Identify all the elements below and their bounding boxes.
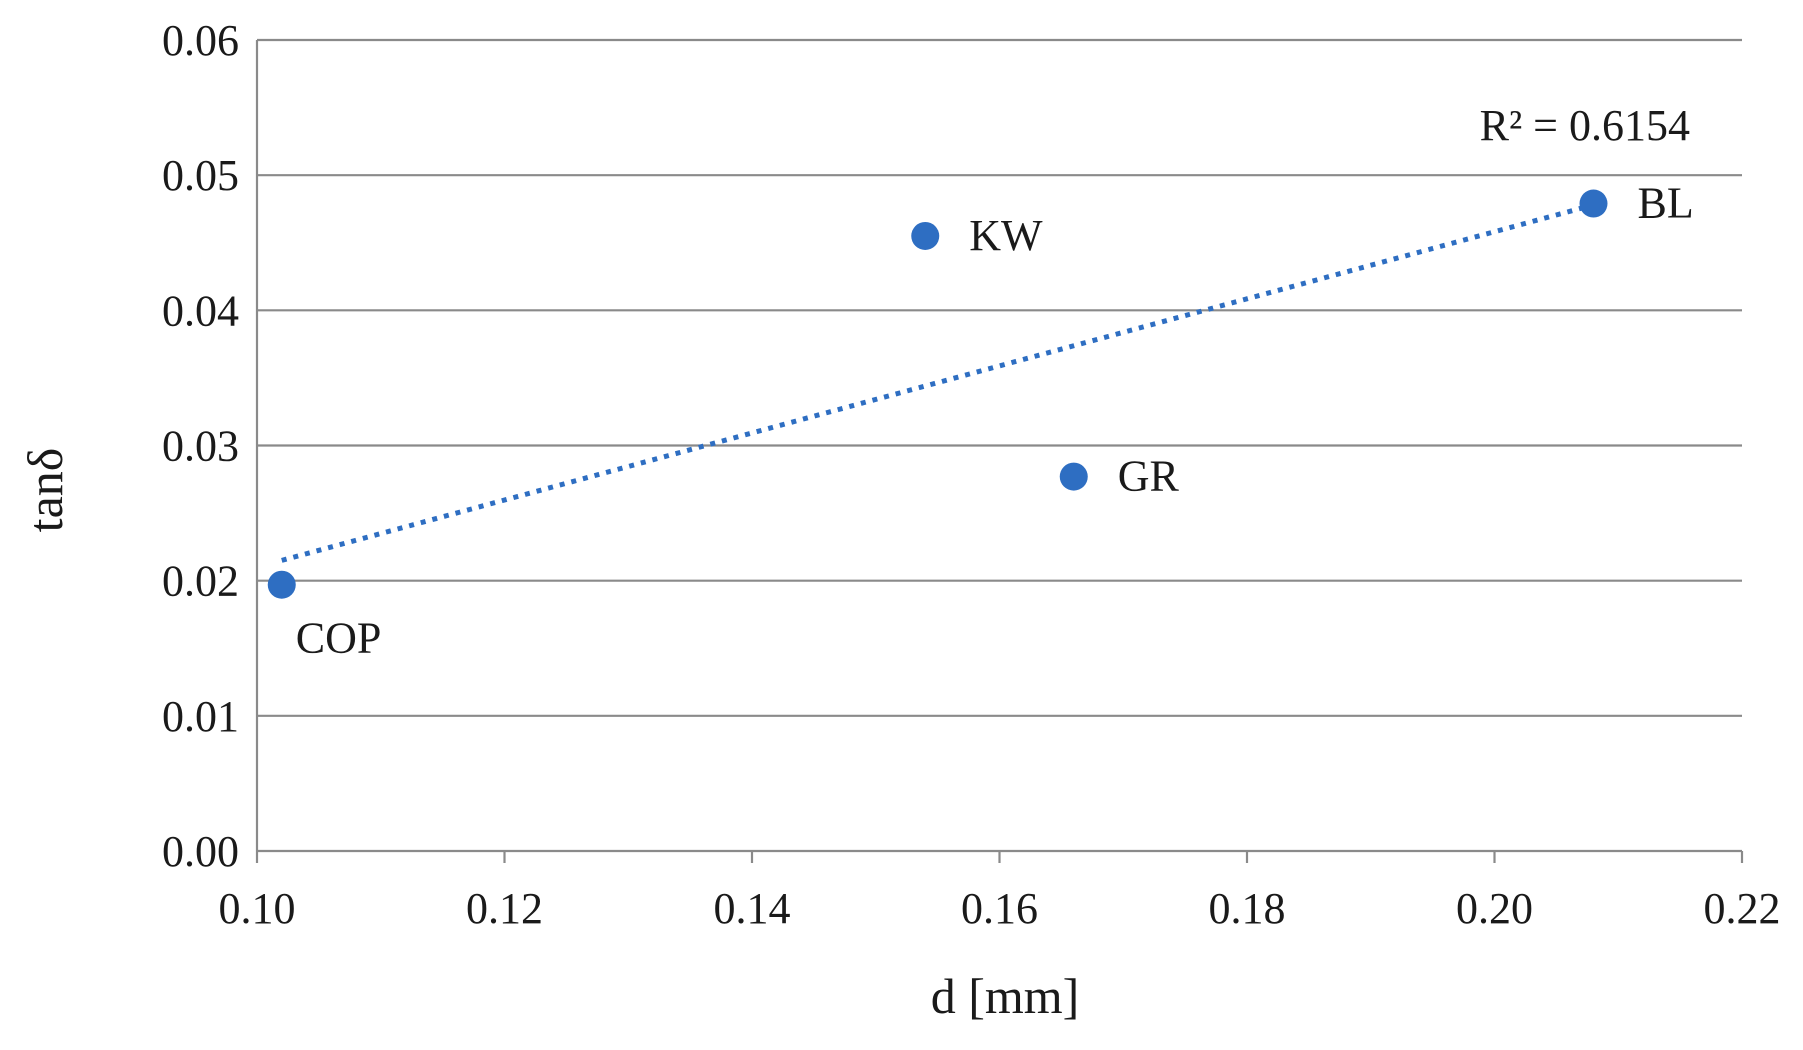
- data-label-gr: GR: [1118, 452, 1180, 501]
- x-tick-label: 0.22: [1704, 884, 1781, 933]
- y-tick-label: 0.06: [162, 16, 239, 65]
- x-axis-title: d [mm]: [931, 968, 1080, 1024]
- x-tick-label: 0.20: [1456, 884, 1533, 933]
- y-tick-label: 0.00: [162, 827, 239, 876]
- x-tick-label: 0.12: [466, 884, 543, 933]
- trendline-layer: [281, 202, 1595, 563]
- point-layer: COP KW GR BL: [267, 179, 1694, 663]
- x-tick-label: 0.10: [219, 884, 296, 933]
- y-axis-title: tanδ: [17, 448, 73, 533]
- data-label-bl: BL: [1638, 179, 1694, 228]
- data-point-cop: [267, 570, 296, 599]
- r-squared-label: R² = 0.6154: [1480, 101, 1690, 150]
- y-tick-label: 0.02: [162, 557, 239, 606]
- data-label-kw: KW: [969, 211, 1043, 260]
- y-tick-label: 0.04: [162, 286, 239, 335]
- data-point-gr: [1059, 462, 1088, 491]
- trendline: [281, 202, 1595, 563]
- grid-layer: [257, 38, 1742, 717]
- data-point-bl: [1579, 189, 1608, 218]
- tick-label-layer: 0.00 0.01 0.02 0.03 0.04 0.05 0.06 0.10 0.12 0.14…: [162, 16, 1781, 933]
- x-tick-label: 0.18: [1209, 884, 1286, 933]
- x-tick-label: 0.14: [714, 884, 791, 933]
- y-tick-label: 0.03: [162, 422, 239, 471]
- axis-layer: [255, 40, 1744, 863]
- x-tick-label: 0.16: [961, 884, 1038, 933]
- y-tick-label: 0.05: [162, 151, 239, 200]
- data-label-cop: COP: [296, 614, 382, 663]
- data-point-kw: [911, 221, 940, 250]
- y-tick-label: 0.01: [162, 692, 239, 741]
